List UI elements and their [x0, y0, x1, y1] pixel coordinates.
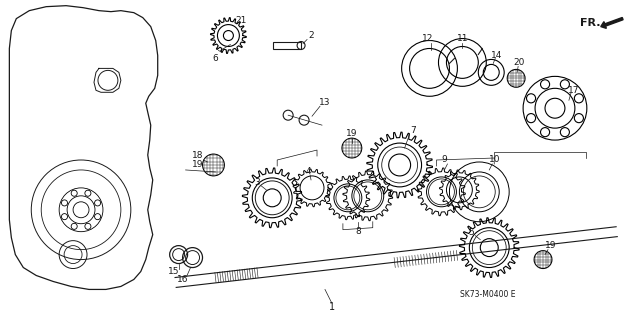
Text: 19: 19: [346, 129, 358, 137]
Text: 19: 19: [192, 160, 204, 169]
Text: 7: 7: [410, 126, 415, 135]
Text: FR.: FR.: [580, 18, 601, 28]
Text: 4: 4: [305, 167, 311, 176]
Text: 1: 1: [329, 302, 335, 312]
Text: 2: 2: [308, 31, 314, 40]
Text: 17: 17: [568, 86, 580, 95]
Text: 12: 12: [422, 34, 433, 43]
Text: 14: 14: [490, 51, 502, 60]
Text: 6: 6: [212, 54, 218, 63]
Text: 8: 8: [355, 227, 361, 236]
Text: 15: 15: [168, 267, 179, 276]
Text: 9: 9: [442, 155, 447, 165]
Text: 16: 16: [177, 275, 188, 284]
Bar: [273, 41, 301, 49]
Text: 18: 18: [192, 151, 204, 160]
Text: SK73-M0400 E: SK73-M0400 E: [460, 290, 515, 299]
Text: 21: 21: [236, 16, 247, 25]
Text: 5: 5: [468, 228, 474, 237]
Text: 20: 20: [513, 58, 525, 67]
Text: 10: 10: [488, 155, 500, 165]
Text: 11: 11: [456, 34, 468, 43]
Text: 13: 13: [319, 98, 331, 107]
Text: 3: 3: [254, 178, 260, 187]
Text: 19: 19: [545, 241, 557, 250]
